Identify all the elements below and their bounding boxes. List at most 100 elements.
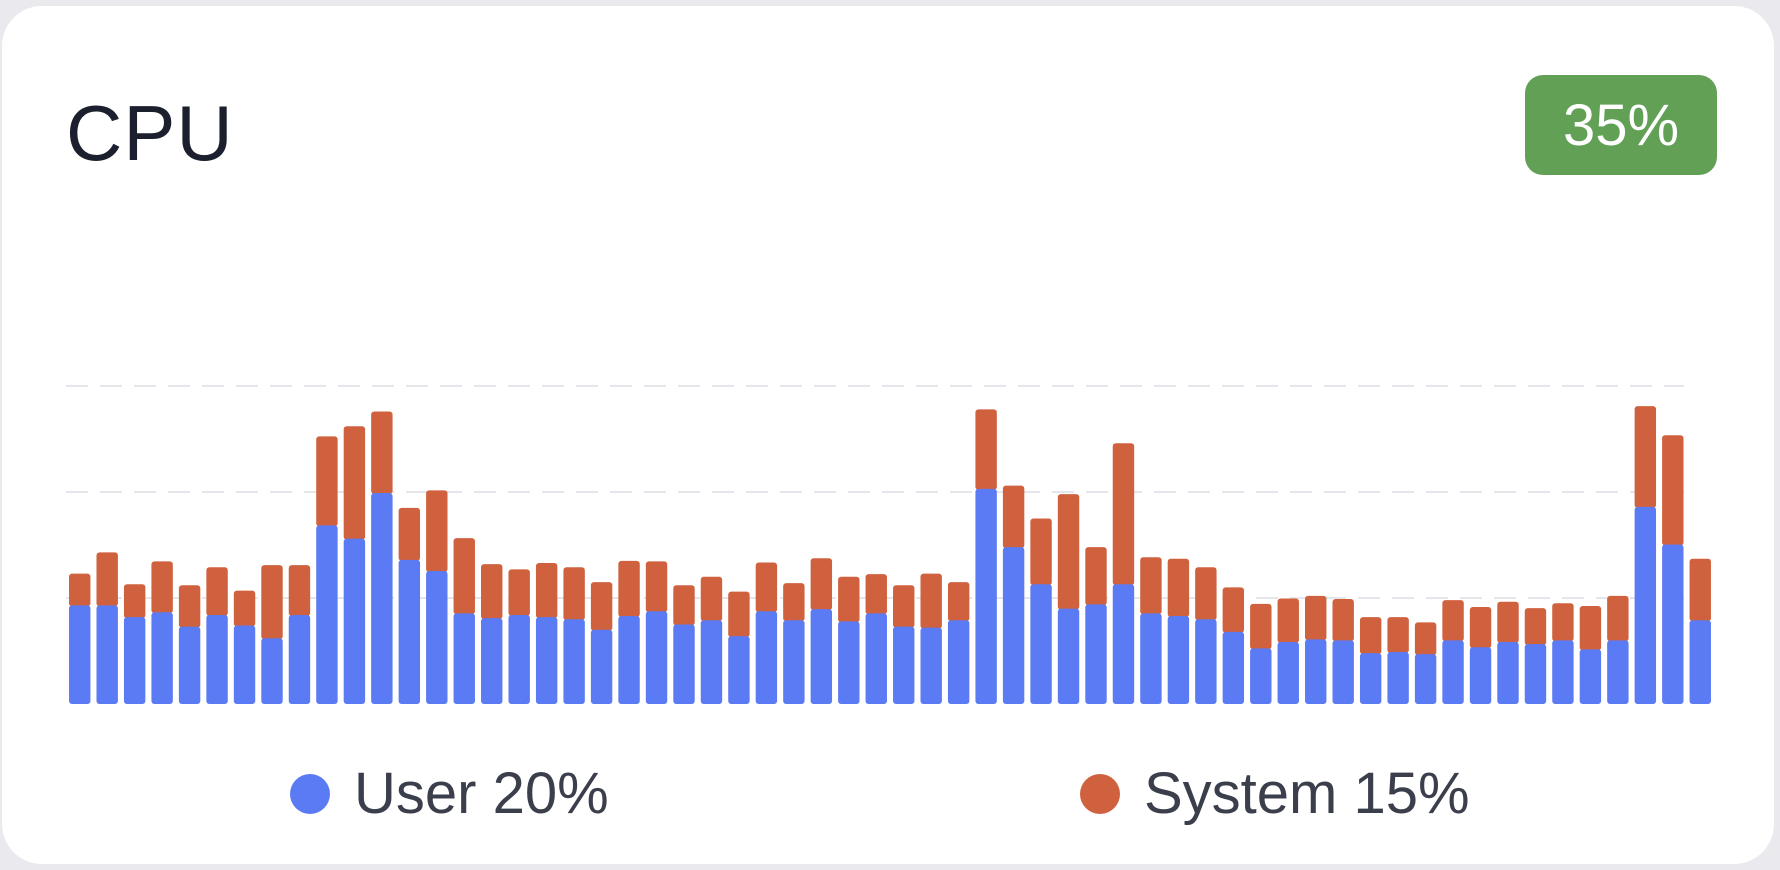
bar-user-56 bbox=[1579, 649, 1602, 704]
bar-system-29 bbox=[838, 576, 860, 623]
bar-user-21 bbox=[618, 616, 640, 704]
bar-user-40 bbox=[1140, 613, 1162, 704]
bar-user-45 bbox=[1277, 641, 1299, 704]
bar-system-39 bbox=[1112, 443, 1135, 586]
bar-user-34 bbox=[975, 488, 997, 704]
bar-system-41 bbox=[1167, 558, 1190, 618]
bar-system-55 bbox=[1552, 603, 1574, 642]
bar-user-8 bbox=[261, 638, 283, 704]
bar-system-33 bbox=[947, 582, 970, 622]
bar-system-34 bbox=[975, 409, 997, 490]
bar-system-48 bbox=[1359, 617, 1382, 655]
bar-system-20 bbox=[590, 582, 613, 631]
bar-system-4 bbox=[151, 561, 173, 614]
bar-system-25 bbox=[728, 591, 750, 638]
bar-system-50 bbox=[1414, 622, 1437, 656]
bar-user-54 bbox=[1524, 644, 1547, 704]
bar-system-42 bbox=[1195, 567, 1217, 621]
bar-system-37 bbox=[1057, 494, 1080, 610]
bar-user-23 bbox=[673, 624, 695, 704]
cpu-card: CPU 35% User 20% System 15% bbox=[2, 6, 1774, 864]
bar-user-27 bbox=[783, 620, 805, 704]
bar-system-49 bbox=[1387, 617, 1409, 654]
bar-system-31 bbox=[893, 585, 915, 628]
bar-system-45 bbox=[1277, 598, 1299, 643]
bar-user-24 bbox=[700, 620, 723, 704]
bar-user-1 bbox=[69, 605, 91, 704]
bar-user-14 bbox=[426, 570, 448, 704]
bar-system-32 bbox=[920, 573, 942, 629]
bar-user-26 bbox=[755, 611, 778, 704]
legend-item-system: System 15% bbox=[1080, 760, 1470, 827]
bar-system-26 bbox=[755, 562, 778, 613]
bar-system-5 bbox=[178, 585, 201, 628]
legend-label-user: User 20% bbox=[354, 761, 609, 826]
bar-system-2 bbox=[96, 552, 118, 607]
bar-system-38 bbox=[1085, 547, 1107, 606]
bar-system-27 bbox=[783, 583, 805, 622]
bar-user-44 bbox=[1250, 648, 1272, 704]
bar-system-18 bbox=[535, 563, 558, 619]
bar-user-6 bbox=[206, 614, 228, 704]
user-color-dot bbox=[290, 773, 330, 814]
bar-system-28 bbox=[810, 558, 833, 611]
bar-user-17 bbox=[508, 614, 530, 704]
bar-system-52 bbox=[1469, 607, 1492, 649]
bar-user-46 bbox=[1305, 639, 1327, 704]
bar-system-35 bbox=[1002, 485, 1025, 549]
bar-user-11 bbox=[343, 538, 366, 704]
bar-system-46 bbox=[1305, 595, 1327, 641]
bar-user-7 bbox=[233, 625, 256, 704]
bar-system-9 bbox=[288, 565, 311, 616]
bar-user-41 bbox=[1167, 616, 1190, 704]
bar-system-1 bbox=[69, 573, 91, 607]
system-color-dot bbox=[1080, 773, 1120, 814]
bar-user-47 bbox=[1332, 640, 1354, 704]
bar-system-56 bbox=[1579, 605, 1602, 651]
bars bbox=[69, 406, 1711, 704]
bar-user-35 bbox=[1002, 547, 1025, 704]
bar-user-9 bbox=[288, 614, 311, 704]
bar-system-30 bbox=[865, 574, 887, 615]
bar-system-7 bbox=[233, 590, 256, 627]
bar-user-22 bbox=[645, 611, 668, 704]
bar-user-4 bbox=[151, 612, 173, 704]
bar-system-53 bbox=[1497, 601, 1519, 643]
bar-system-60 bbox=[1689, 558, 1711, 622]
bar-user-36 bbox=[1030, 584, 1052, 704]
bar-user-58 bbox=[1634, 506, 1657, 704]
bar-system-40 bbox=[1140, 557, 1162, 615]
bar-user-51 bbox=[1442, 640, 1464, 704]
bar-system-10 bbox=[316, 436, 338, 527]
bar-user-38 bbox=[1085, 604, 1107, 704]
bar-user-3 bbox=[123, 617, 146, 704]
bar-user-52 bbox=[1469, 647, 1492, 704]
bar-system-6 bbox=[206, 567, 228, 616]
bar-user-59 bbox=[1662, 544, 1684, 704]
bar-user-15 bbox=[453, 613, 475, 704]
bar-user-37 bbox=[1057, 608, 1080, 704]
bar-user-25 bbox=[728, 636, 750, 704]
bar-system-13 bbox=[398, 507, 421, 561]
bar-user-18 bbox=[535, 617, 558, 704]
bar-system-24 bbox=[700, 576, 723, 622]
bar-user-2 bbox=[96, 605, 118, 704]
cpu-usage-badge: 35% bbox=[1525, 75, 1717, 175]
bar-system-58 bbox=[1634, 406, 1657, 508]
bar-user-16 bbox=[481, 618, 503, 704]
bar-user-57 bbox=[1607, 640, 1629, 704]
bar-user-19 bbox=[563, 619, 585, 704]
bar-user-60 bbox=[1689, 620, 1711, 704]
bar-system-57 bbox=[1607, 595, 1629, 642]
bar-user-39 bbox=[1112, 584, 1135, 704]
bar-user-49 bbox=[1387, 652, 1409, 704]
legend-label-system: System 15% bbox=[1144, 761, 1470, 826]
bar-user-5 bbox=[178, 626, 201, 704]
bar-user-30 bbox=[865, 613, 887, 704]
bar-system-8 bbox=[261, 565, 283, 640]
cpu-stacked-bar-chart bbox=[66, 385, 1711, 704]
bar-system-44 bbox=[1250, 603, 1272, 650]
bar-user-13 bbox=[398, 559, 421, 704]
bar-user-50 bbox=[1414, 654, 1437, 704]
bar-system-17 bbox=[508, 569, 530, 616]
